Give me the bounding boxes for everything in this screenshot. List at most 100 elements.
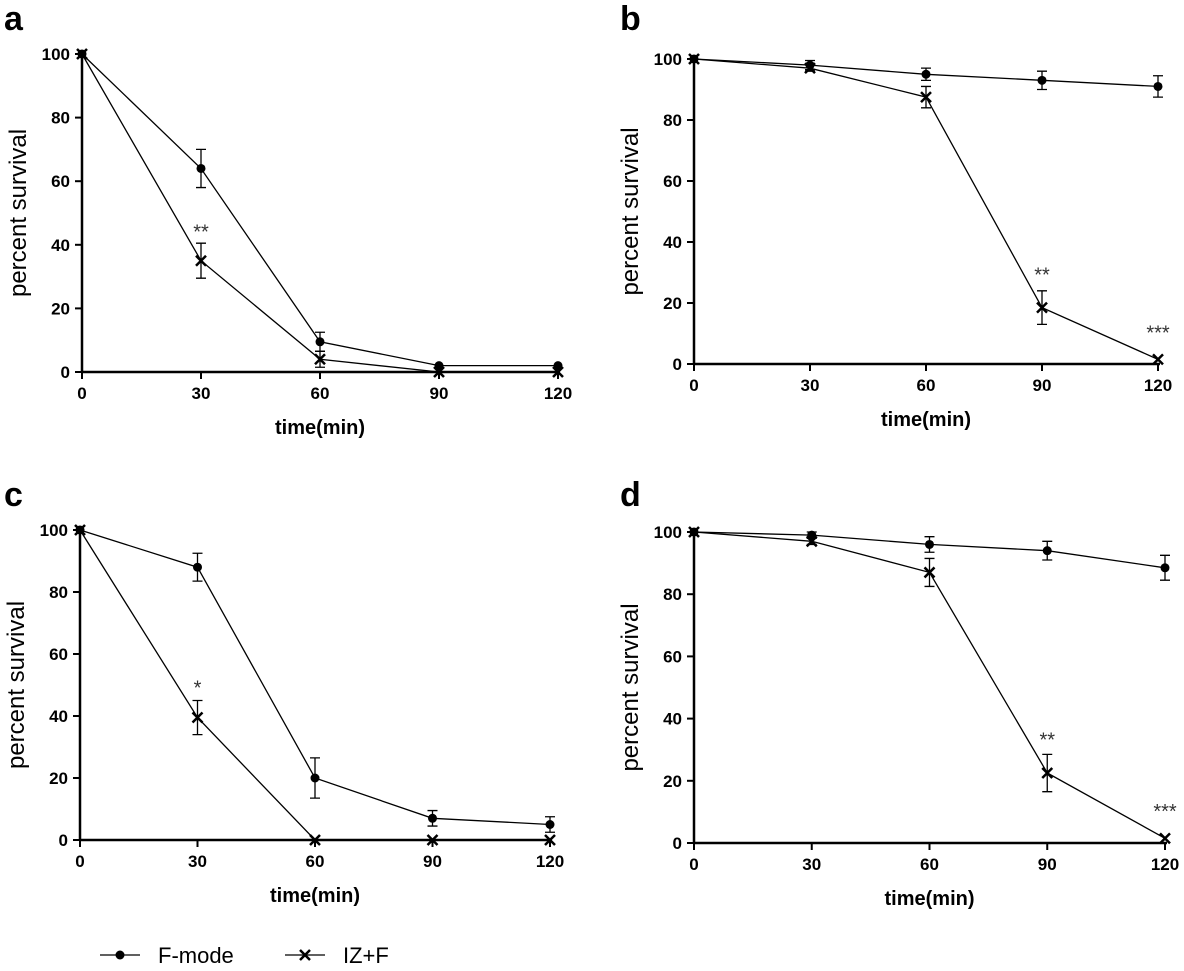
data-point-dot [193,562,202,572]
panel-letter: d [620,476,641,514]
x-tick-label: 60 [311,384,330,403]
data-point-cross [195,254,207,267]
y-axis-label: percent survival [617,127,644,295]
data-point-dot [196,163,206,173]
x-tick-label: 0 [689,855,698,874]
x-tick-label: 120 [536,852,564,871]
significance-label: *** [1146,323,1170,345]
data-point-cross [688,526,700,538]
y-tick-label: 100 [42,45,70,64]
x-axis-label: time(min) [881,409,971,431]
y-tick-label: 0 [673,355,682,374]
x-tick-label: 30 [192,384,211,403]
x-tick-label: 30 [802,855,821,874]
data-point-cross [552,366,564,378]
data-point-cross [1152,353,1164,366]
legend-dot-marker [115,950,125,960]
legend-item-cross: IZ+F [285,943,389,968]
legend-cross-marker [299,949,311,961]
data-point-cross [74,524,86,536]
y-tick-label: 20 [663,294,682,313]
data-point-dot [1042,546,1052,556]
significance-label: *** [1153,801,1177,823]
significance-label: ** [1039,730,1055,752]
y-tick-label: 20 [49,769,68,788]
data-point-cross [309,834,321,846]
y-tick-label: 100 [654,50,682,69]
x-axis-label: time(min) [885,888,975,910]
data-point-dot [553,361,563,371]
panel-letter: c [4,476,23,514]
data-point-cross [1159,832,1171,845]
y-tick-label: 0 [61,363,70,382]
data-point-dot [310,773,320,783]
data-point-cross [76,48,88,60]
data-point-dot [1037,75,1047,85]
data-point-cross [805,535,818,548]
series-line-cross [81,53,558,373]
x-axis-label: time(min) [275,417,365,439]
x-axis-label: time(min) [270,885,360,907]
y-axis-label: percent survival [5,129,32,297]
x-tick-label: 90 [1033,376,1052,395]
y-tick-label: 40 [663,710,682,729]
data-point-cross [804,62,816,75]
y-tick-label: 0 [59,831,68,850]
x-tick-label: 60 [917,376,936,395]
y-tick-label: 20 [51,299,70,318]
y-tick-label: 40 [663,233,682,252]
data-point-cross [1036,301,1048,314]
data-point-cross [191,711,204,724]
data-point-dot [315,337,325,347]
y-tick-label: 60 [663,172,682,191]
y-tick-label: 80 [51,109,70,128]
data-point-dot [1160,563,1170,573]
data-point-dot [1153,81,1163,91]
data-point-dot [545,820,555,829]
x-tick-label: 90 [423,852,442,871]
data-point-cross [426,834,439,846]
data-point-cross [433,366,445,378]
panel-letter: b [620,0,641,38]
y-tick-label: 40 [49,707,68,726]
y-tick-label: 100 [654,523,682,542]
series-line-dot [81,53,558,367]
chart-panel-d: d 0 20 40 60 80 100 0 30 60 90 120 time(min) percent … [617,476,1179,910]
x-tick-label: 90 [430,384,449,403]
y-tick-label: 60 [51,172,70,191]
significance-label: * [194,677,202,699]
y-axis-label: percent survival [3,601,30,769]
data-point-cross [688,53,700,65]
data-point-dot [428,813,437,823]
data-point-cross [544,834,556,846]
panel-letter: a [4,0,24,38]
x-tick-label: 120 [1151,855,1179,874]
data-point-dot [921,69,931,79]
data-point-cross [314,353,326,366]
x-tick-label: 0 [689,376,698,395]
chart-panel-b: b 0 20 40 60 80 100 0 30 60 90 120 time(min) percent … [617,0,1172,431]
legend-label: F-mode [158,943,234,968]
x-tick-label: 0 [75,852,84,871]
y-tick-label: 20 [663,772,682,791]
y-tick-label: 80 [663,585,682,604]
x-tick-label: 30 [801,376,820,395]
x-tick-label: 90 [1038,855,1057,874]
chart-panel-a: a 0 20 40 60 80 100 0 30 60 90 120 time(min) percent … [4,0,572,439]
x-tick-label: 120 [544,384,572,403]
x-tick-label: 0 [77,384,86,403]
data-point-cross [923,566,936,579]
significance-label: ** [1034,265,1050,287]
y-axis-label: percent survival [617,603,644,771]
y-tick-label: 60 [663,647,682,666]
x-tick-label: 30 [188,852,207,871]
data-point-dot [434,361,444,371]
legend-label: IZ+F [343,943,389,968]
legend-item-dot: F-mode [100,943,234,968]
x-tick-label: 120 [1144,376,1172,395]
data-point-cross [1041,767,1054,779]
y-tick-label: 80 [663,111,682,130]
x-tick-label: 60 [920,855,939,874]
x-tick-label: 60 [306,852,325,871]
